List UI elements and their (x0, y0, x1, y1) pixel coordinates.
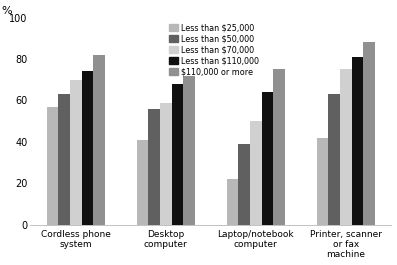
Bar (274, 69, 285, 225)
Bar (363, 42, 375, 225)
Bar (148, 109, 160, 225)
Bar (340, 69, 352, 225)
Bar (238, 144, 250, 225)
Bar (250, 121, 262, 225)
Text: %: % (1, 6, 12, 16)
Bar (227, 179, 238, 225)
Legend: Less than $25,000, Less than $50,000, Less than $70,000, Less than $110,000, $11: Less than $25,000, Less than $50,000, Le… (168, 22, 260, 78)
Bar (262, 92, 274, 225)
Bar (352, 57, 363, 225)
Bar (160, 103, 172, 225)
Bar (172, 84, 183, 225)
Bar (93, 55, 105, 225)
Bar (46, 107, 58, 225)
Bar (70, 80, 82, 225)
Bar (137, 140, 148, 225)
Bar (58, 94, 70, 225)
Bar (82, 72, 93, 225)
Bar (316, 138, 328, 225)
Bar (328, 94, 340, 225)
Bar (183, 76, 195, 225)
